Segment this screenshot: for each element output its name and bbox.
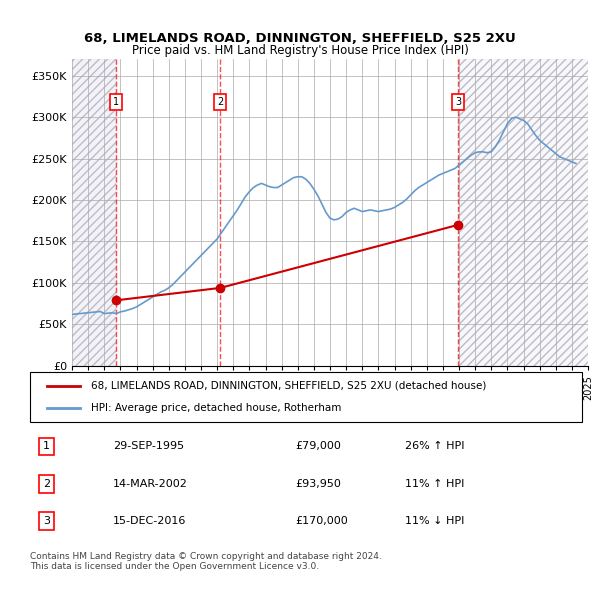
Text: £79,000: £79,000 — [295, 441, 341, 451]
Text: 3: 3 — [455, 97, 461, 107]
Text: 2: 2 — [43, 479, 50, 489]
Text: 1: 1 — [43, 441, 50, 451]
Text: 68, LIMELANDS ROAD, DINNINGTON, SHEFFIELD, S25 2XU: 68, LIMELANDS ROAD, DINNINGTON, SHEFFIEL… — [84, 32, 516, 45]
Text: 14-MAR-2002: 14-MAR-2002 — [113, 479, 188, 489]
Text: 68, LIMELANDS ROAD, DINNINGTON, SHEFFIELD, S25 2XU (detached house): 68, LIMELANDS ROAD, DINNINGTON, SHEFFIEL… — [91, 381, 486, 391]
Text: £93,950: £93,950 — [295, 479, 341, 489]
Bar — [72, 59, 116, 366]
Bar — [72, 59, 116, 366]
Text: Contains HM Land Registry data © Crown copyright and database right 2024.
This d: Contains HM Land Registry data © Crown c… — [30, 552, 382, 571]
Text: 3: 3 — [43, 516, 50, 526]
Text: Price paid vs. HM Land Registry's House Price Index (HPI): Price paid vs. HM Land Registry's House … — [131, 44, 469, 57]
Bar — [458, 59, 588, 366]
Text: 1: 1 — [113, 97, 119, 107]
Text: 29-SEP-1995: 29-SEP-1995 — [113, 441, 184, 451]
Bar — [458, 59, 588, 366]
Text: 11% ↓ HPI: 11% ↓ HPI — [406, 516, 465, 526]
Text: 26% ↑ HPI: 26% ↑ HPI — [406, 441, 465, 451]
Text: HPI: Average price, detached house, Rotherham: HPI: Average price, detached house, Roth… — [91, 403, 341, 413]
Text: 15-DEC-2016: 15-DEC-2016 — [113, 516, 186, 526]
Text: 2: 2 — [217, 97, 223, 107]
Text: 11% ↑ HPI: 11% ↑ HPI — [406, 479, 465, 489]
Text: £170,000: £170,000 — [295, 516, 348, 526]
FancyBboxPatch shape — [30, 372, 582, 422]
